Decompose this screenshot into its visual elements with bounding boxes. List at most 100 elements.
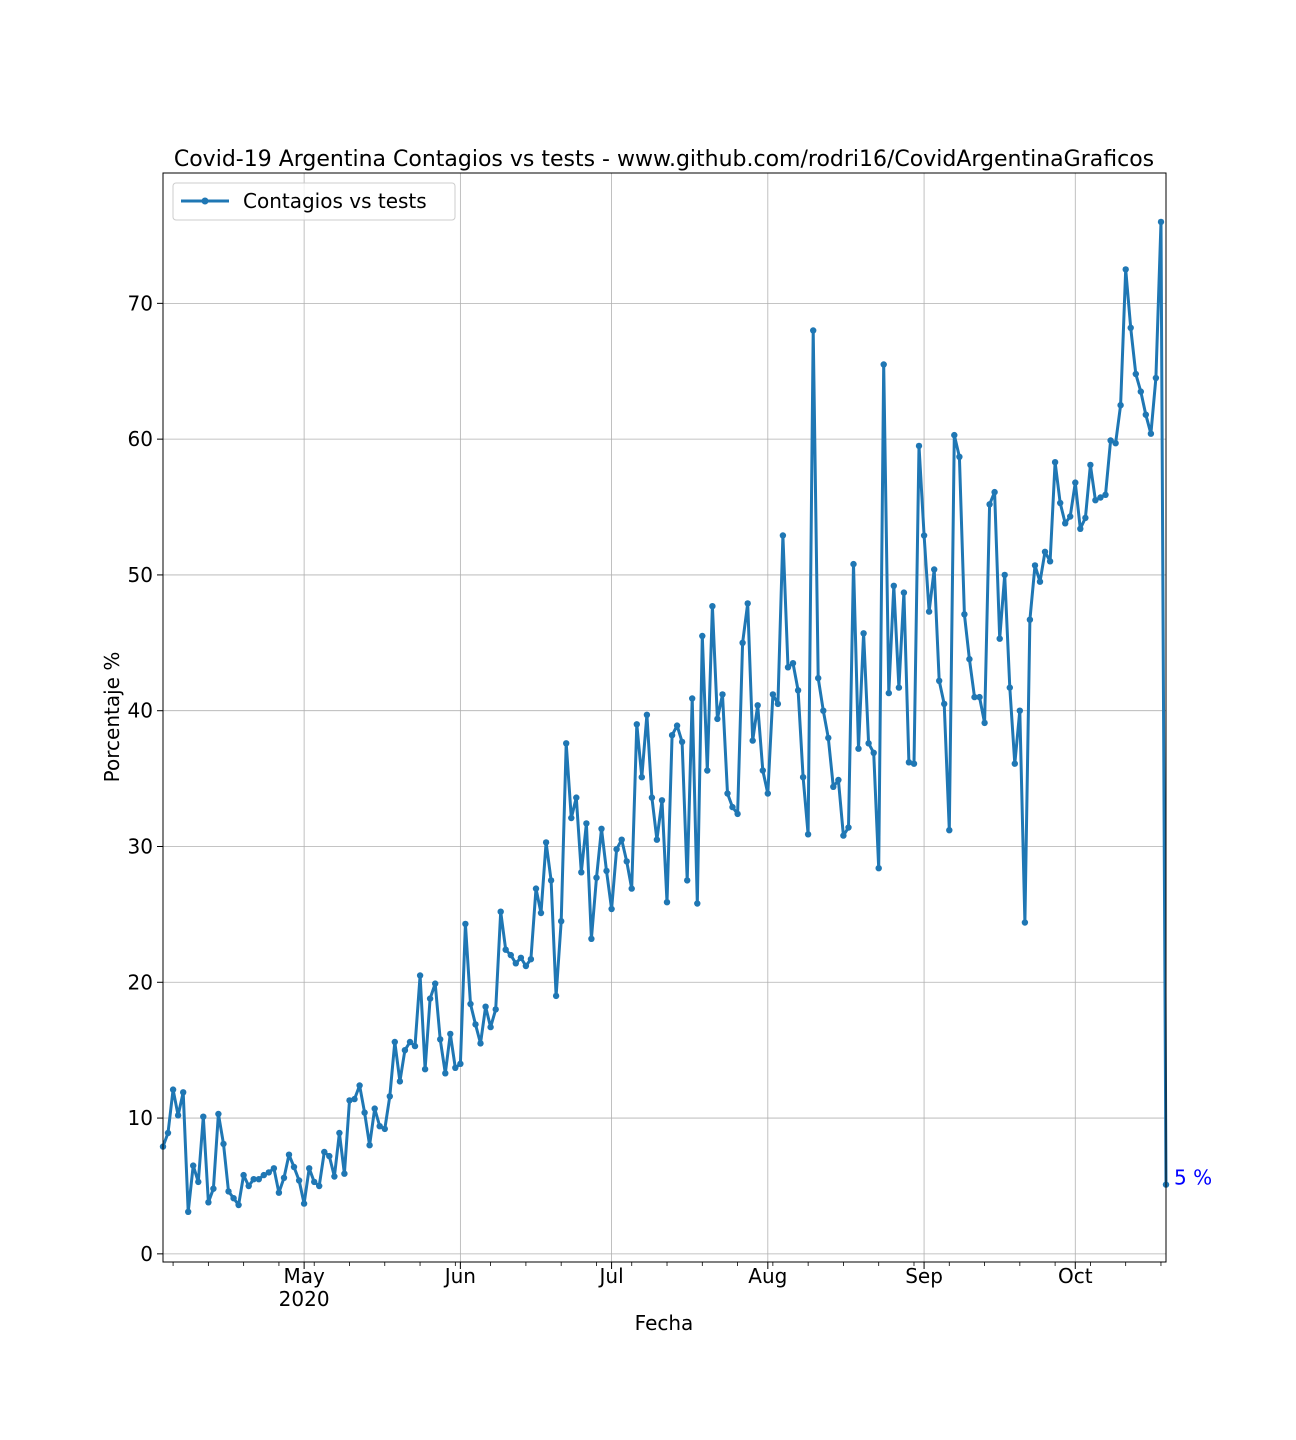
data-point — [1072, 479, 1079, 486]
data-point — [1062, 520, 1069, 527]
y-axis-ticks: 0 10 20 30 40 50 60 70 — [128, 291, 163, 1266]
data-point — [215, 1110, 222, 1118]
data-point — [442, 1070, 449, 1077]
data-point — [1057, 499, 1064, 507]
x-axis-label: Fecha — [635, 1311, 694, 1335]
data-point — [986, 501, 993, 508]
data-point — [588, 935, 595, 942]
data-point — [931, 566, 938, 573]
data-point — [991, 488, 998, 496]
data-point — [1137, 388, 1145, 395]
data-point — [1097, 494, 1104, 501]
data-point — [638, 774, 645, 781]
data-point — [1092, 497, 1099, 504]
data-point — [497, 908, 504, 915]
data-point — [492, 1006, 499, 1013]
data-point — [295, 1177, 303, 1184]
data-point — [1132, 370, 1140, 378]
y-tick-label: 60 — [128, 427, 153, 451]
data-point — [1021, 919, 1029, 926]
data-point — [739, 639, 746, 646]
data-point — [366, 1142, 373, 1149]
data-point — [648, 794, 656, 801]
data-point — [361, 1109, 368, 1116]
data-point — [1041, 548, 1049, 555]
data-point — [971, 693, 978, 701]
data-point — [462, 920, 469, 928]
plot-area-frame — [162, 172, 1167, 1263]
data-point — [371, 1105, 378, 1112]
data-point — [608, 905, 615, 913]
data-point — [205, 1199, 212, 1206]
data-point — [341, 1170, 348, 1177]
data-point — [210, 1185, 217, 1192]
data-point — [754, 702, 761, 709]
data-point — [331, 1173, 338, 1180]
data-point — [613, 846, 620, 853]
data-point — [421, 1066, 429, 1073]
grid-lines — [163, 173, 1166, 1262]
data-point — [280, 1174, 288, 1182]
data-point — [321, 1148, 328, 1156]
data-point — [396, 1078, 404, 1085]
data-point — [799, 774, 807, 781]
legend-marker-swatch — [201, 197, 209, 205]
data-point — [794, 687, 802, 694]
data-point — [749, 737, 756, 744]
y-tick-label: 10 — [128, 1106, 153, 1130]
data-point — [169, 1086, 177, 1093]
data-point — [452, 1064, 459, 1072]
data-point — [976, 693, 983, 701]
data-point — [714, 715, 721, 723]
data-point — [1087, 461, 1094, 469]
data-point — [578, 869, 585, 876]
data-point — [1051, 459, 1059, 466]
data-point — [406, 1038, 414, 1046]
y-tick-label: 50 — [128, 563, 153, 587]
data-point — [275, 1189, 283, 1196]
data-point — [467, 1000, 474, 1008]
data-point — [865, 740, 872, 747]
data-point — [482, 1003, 489, 1010]
data-point — [537, 909, 545, 917]
data-point — [552, 992, 560, 1000]
data-point — [699, 632, 706, 640]
y-tick-label: 70 — [128, 291, 153, 315]
y-axis-label: Porcentaje % — [100, 652, 124, 783]
x-tick-label: Oct — [1058, 1264, 1093, 1288]
data-point — [593, 874, 600, 881]
x-tick-label: Sep — [905, 1264, 943, 1288]
data-point — [704, 767, 711, 774]
data-point — [830, 783, 837, 790]
data-point — [1031, 562, 1039, 569]
data-point — [724, 790, 731, 797]
data-point — [270, 1165, 278, 1172]
annotation-label: 5 % — [1174, 1166, 1212, 1190]
data-point — [164, 1129, 172, 1137]
data-point — [603, 867, 610, 875]
data-point — [673, 722, 681, 729]
data-point — [568, 814, 575, 822]
data-point — [487, 1023, 494, 1031]
data-point — [502, 946, 509, 953]
data-point — [230, 1195, 237, 1202]
x-tick-label: Jun — [443, 1264, 476, 1288]
data-point — [845, 824, 852, 831]
data-point — [810, 327, 817, 334]
data-point — [185, 1208, 192, 1216]
data-point — [356, 1082, 363, 1089]
data-point — [764, 790, 771, 797]
data-point — [1026, 616, 1034, 623]
data-point — [729, 803, 736, 811]
data-point — [381, 1125, 388, 1133]
data-point — [1006, 684, 1013, 691]
data-point — [820, 707, 827, 714]
data-point — [653, 836, 661, 843]
data-point — [1107, 437, 1114, 444]
data-point — [850, 560, 857, 568]
data-point — [744, 600, 751, 607]
data-point — [628, 885, 635, 892]
data-point — [336, 1129, 343, 1137]
series-line — [161, 220, 1168, 1214]
